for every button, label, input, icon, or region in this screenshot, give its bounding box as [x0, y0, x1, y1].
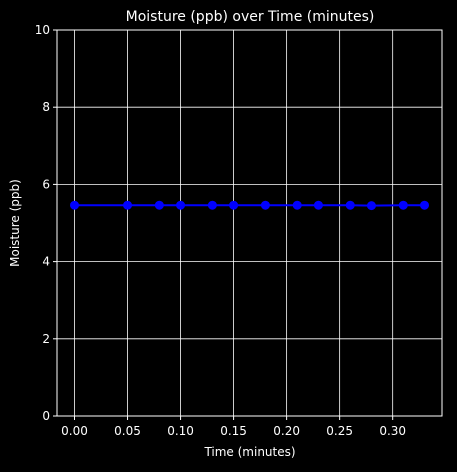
x-tick-label: 0.20	[273, 424, 300, 438]
y-tick-label: 10	[35, 23, 50, 37]
x-axis-label: Time (minutes)	[203, 445, 295, 459]
data-point	[229, 201, 238, 210]
data-point	[420, 201, 429, 210]
data-point	[261, 201, 270, 210]
y-tick-label: 0	[42, 409, 50, 423]
data-point	[399, 201, 408, 210]
x-tick-label: 0.15	[220, 424, 247, 438]
data-point	[314, 201, 323, 210]
y-tick-label: 2	[42, 332, 50, 346]
data-point	[293, 201, 302, 210]
x-tick-label: 0.00	[61, 424, 88, 438]
x-tick-label: 0.10	[167, 424, 194, 438]
y-tick-label: 8	[42, 100, 50, 114]
x-tick-label: 0.30	[379, 424, 406, 438]
x-tick-label: 0.25	[326, 424, 353, 438]
data-point	[155, 201, 164, 210]
x-tick-label: 0.05	[114, 424, 141, 438]
data-point	[70, 201, 79, 210]
y-axis-label: Moisture (ppb)	[8, 179, 22, 267]
y-tick-label: 4	[42, 255, 50, 269]
data-point	[176, 201, 185, 210]
y-tick-label: 6	[42, 177, 50, 191]
data-point	[123, 201, 132, 210]
data-point	[367, 201, 376, 210]
data-point	[346, 201, 355, 210]
data-point	[208, 201, 217, 210]
chart-title: Moisture (ppb) over Time (minutes)	[126, 9, 375, 25]
